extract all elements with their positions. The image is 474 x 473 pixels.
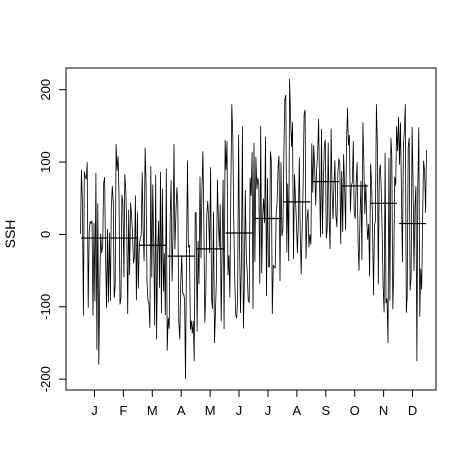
y-tick-label: -200 <box>38 366 53 392</box>
x-tick-label: S <box>321 403 330 418</box>
ssh-series <box>80 78 427 380</box>
x-tick-label: F <box>119 403 127 418</box>
x-tick-label: J <box>265 403 272 418</box>
x-tick-label: M <box>147 403 158 418</box>
x-tick-label: M <box>205 403 216 418</box>
x-tick-label: N <box>379 403 388 418</box>
x-tick-label: O <box>350 403 360 418</box>
y-tick-label: 200 <box>38 79 53 101</box>
y-tick-label: 100 <box>38 151 53 173</box>
y-tick-label: 0 <box>38 231 53 238</box>
x-tick-label: J <box>236 403 243 418</box>
x-tick-label: D <box>408 403 417 418</box>
y-axis-title: SSH <box>2 220 18 249</box>
x-tick-label: J <box>91 403 98 418</box>
x-tick-label: A <box>293 403 302 418</box>
monthly-means <box>81 181 426 257</box>
y-tick-label: -100 <box>38 294 53 320</box>
y-axis: -200 -100 0 100 200 <box>38 79 67 392</box>
ssh-line <box>80 78 427 380</box>
x-tick-label: A <box>177 403 186 418</box>
